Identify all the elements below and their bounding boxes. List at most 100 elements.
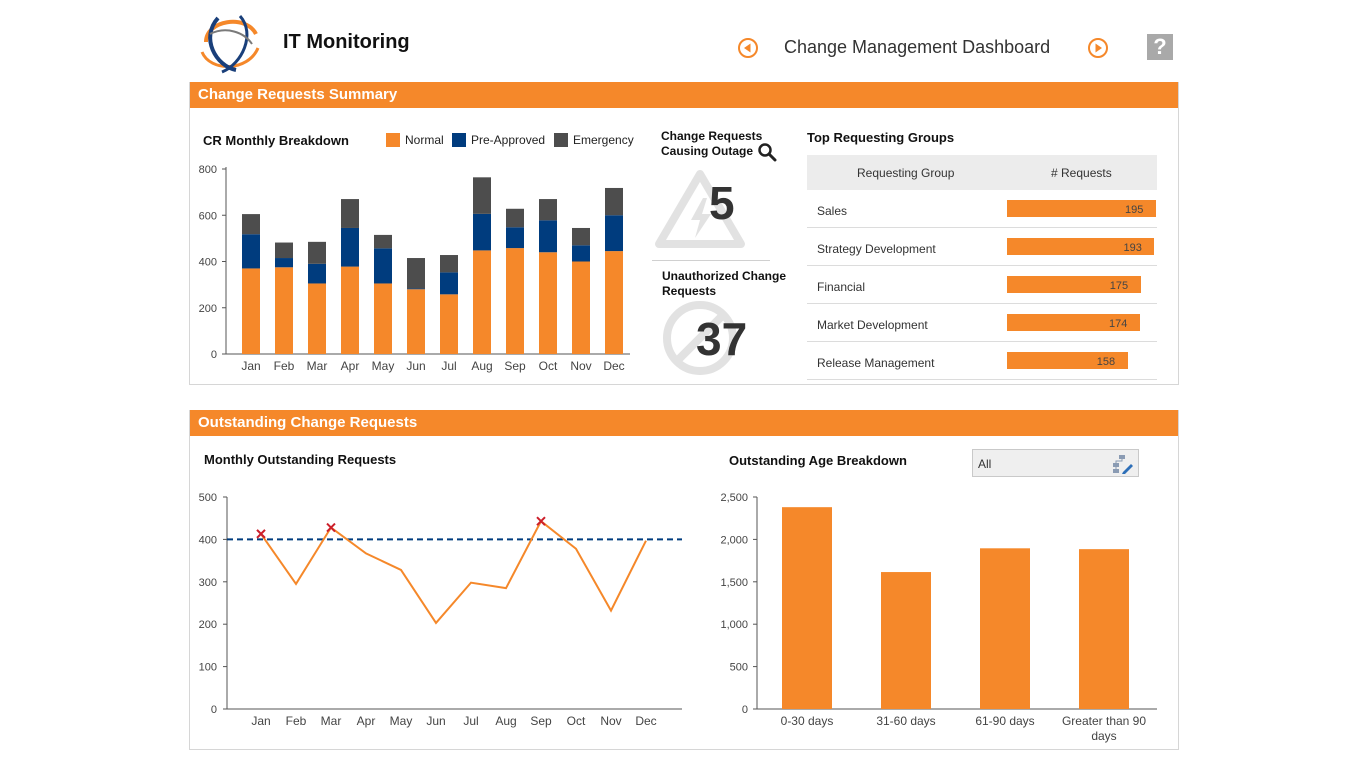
bar-emergency[interactable] (605, 187, 623, 216)
x-tick-label: Jul (463, 714, 478, 728)
outage-kpi-value: 5 (709, 177, 735, 229)
threshold-exceeded-marker[interactable] (536, 516, 546, 526)
x-tick-label: Apr (341, 359, 360, 373)
table-row[interactable]: Financial 175 (807, 266, 1157, 304)
outstanding-series-line[interactable] (260, 519, 647, 625)
bar-normal[interactable] (539, 252, 557, 354)
bar-emergency[interactable] (374, 234, 392, 249)
legend-emergency: Emergency (554, 133, 634, 147)
help-button[interactable]: ? (1147, 34, 1173, 60)
table-row[interactable]: Sales 195 (807, 190, 1157, 228)
bar-emergency[interactable] (440, 255, 458, 273)
bar-pre-approved[interactable] (539, 220, 557, 253)
data-point[interactable] (433, 620, 439, 626)
bar-normal[interactable] (506, 248, 524, 354)
kpi-divider (652, 260, 770, 261)
bar-pre-approved[interactable] (275, 258, 293, 268)
bar-normal[interactable] (440, 294, 458, 354)
table-row[interactable]: Market Development 174 (807, 304, 1157, 342)
x-tick-label: 61-90 days (975, 714, 1034, 728)
age-bar[interactable] (782, 507, 832, 709)
outstanding-panel-title: Outstanding Change Requests (190, 410, 1178, 436)
x-tick-label: Aug (471, 359, 492, 373)
x-tick-label: Dec (603, 359, 624, 373)
age-filter-select[interactable]: All (972, 449, 1139, 477)
bar-pre-approved[interactable] (572, 245, 590, 262)
threshold-exceeded-marker[interactable] (326, 522, 336, 533)
bar-emergency[interactable] (242, 214, 260, 235)
bar-normal[interactable] (308, 283, 326, 354)
bar-emergency[interactable] (341, 199, 359, 228)
bar-pre-approved[interactable] (605, 215, 623, 252)
top-groups-title: Top Requesting Groups (807, 130, 955, 145)
y-tick-label: 100 (199, 662, 217, 674)
bar-emergency[interactable] (275, 242, 293, 259)
bar-emergency[interactable] (407, 258, 425, 289)
hierarchy-edit-icon[interactable] (1112, 454, 1134, 474)
bar-emergency[interactable] (473, 177, 491, 214)
y-tick-label: 2,500 (720, 492, 748, 504)
bar-pre-approved[interactable] (242, 234, 260, 269)
bar-normal[interactable] (275, 267, 293, 354)
bar-pre-approved[interactable] (473, 213, 491, 251)
group-name: Financial (817, 280, 866, 294)
bar-pre-approved[interactable] (341, 227, 359, 267)
age-bar[interactable] (881, 572, 931, 709)
table-row[interactable]: Release Management 158 (807, 342, 1157, 380)
requests-value: 195 (1125, 204, 1144, 216)
data-point[interactable] (503, 585, 509, 591)
bar-normal[interactable] (374, 283, 392, 354)
bar-emergency[interactable] (506, 208, 524, 228)
requests-bar (1007, 352, 1128, 369)
x-tick-label: Jan (251, 714, 270, 728)
x-tick-label: Oct (567, 714, 586, 728)
x-tick-label: Jun (426, 714, 445, 728)
bar-normal[interactable] (605, 251, 623, 354)
data-point[interactable] (363, 550, 369, 556)
data-point[interactable] (643, 538, 649, 544)
group-name: Sales (817, 204, 848, 218)
bar-emergency[interactable] (539, 199, 557, 221)
previous-dashboard-button[interactable] (737, 37, 759, 59)
bar-normal[interactable] (341, 266, 359, 354)
legend-pre-approved: Pre-Approved (452, 133, 545, 147)
threshold-exceeded-marker[interactable] (256, 529, 266, 539)
bar-emergency[interactable] (572, 227, 590, 246)
data-point[interactable] (293, 581, 299, 587)
table-row[interactable]: Strategy Development 193 (807, 228, 1157, 266)
bar-pre-approved[interactable] (506, 227, 524, 249)
bar-pre-approved[interactable] (308, 263, 326, 284)
data-point[interactable] (608, 608, 614, 614)
bar-emergency[interactable] (308, 241, 326, 264)
x-tick-label: Nov (570, 359, 591, 373)
group-name: Strategy Development (817, 242, 936, 256)
x-tick-label: Jun (406, 359, 425, 373)
bar-pre-approved[interactable] (407, 288, 425, 290)
data-point[interactable] (573, 546, 579, 552)
prohibited-icon (663, 301, 737, 375)
data-point[interactable] (468, 580, 474, 586)
bar-normal[interactable] (473, 250, 491, 354)
top-groups-table-header: Requesting Group # Requests (807, 155, 1157, 190)
bar-pre-approved[interactable] (440, 272, 458, 295)
age-bar[interactable] (1079, 549, 1129, 709)
x-tick-label: Apr (357, 714, 376, 728)
search-icon[interactable] (757, 142, 777, 162)
y-tick-label: 500 (199, 492, 217, 504)
age-bar[interactable] (980, 548, 1030, 709)
x-tick-label: Mar (321, 714, 342, 728)
data-point[interactable] (398, 567, 404, 573)
next-dashboard-button[interactable] (1087, 37, 1109, 59)
unauthorized-kpi-title-line1: Unauthorized Change (662, 269, 787, 283)
bar-normal[interactable] (407, 289, 425, 354)
y-tick-label: 200 (199, 303, 217, 315)
requests-bar (1007, 238, 1155, 255)
x-tick-label: Oct (539, 359, 558, 373)
bar-normal[interactable] (242, 268, 260, 354)
requests-value: 193 (1123, 242, 1142, 254)
unauthorized-kpi-title: Unauthorized Change Requests (662, 269, 786, 299)
bar-normal[interactable] (572, 261, 590, 355)
x-tick-label: Sep (504, 359, 526, 373)
legend-swatch-pre-approved (452, 133, 466, 147)
bar-pre-approved[interactable] (374, 248, 392, 284)
